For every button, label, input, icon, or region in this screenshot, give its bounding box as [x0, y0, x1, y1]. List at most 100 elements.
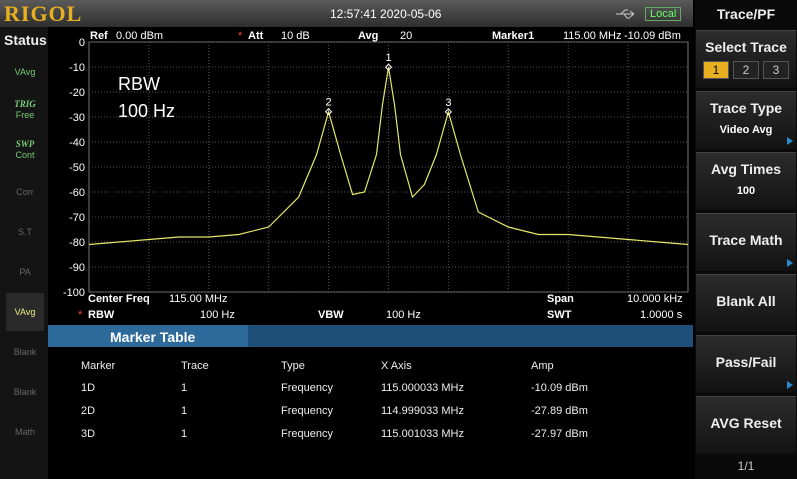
y-tick-label: -100 — [63, 287, 85, 299]
datetime: 12:57:41 2020-05-06 — [330, 7, 442, 21]
status-icon: PA — [6, 253, 44, 291]
menu-button[interactable]: Avg Times 100 — [696, 152, 796, 210]
table-cell: Frequency — [281, 405, 333, 417]
button-label: Select Trace — [705, 39, 787, 55]
table-cell: 2D — [81, 405, 96, 417]
marker-point — [384, 63, 393, 71]
setting-center-label: Center Freq — [88, 293, 150, 305]
status-icon: SWP Cont — [6, 133, 44, 171]
y-tick-label: -60 — [69, 187, 85, 199]
marker-point — [444, 108, 453, 116]
setting-swt: 1.0000 s — [640, 309, 683, 321]
marker-table: Marker Table Marker Trace Type X Axis Amp 1D 1… — [48, 325, 693, 479]
menu-button[interactable]: Blank All — [696, 274, 796, 332]
status-text: Free — [15, 110, 35, 120]
status-icon: TRIG Free — [6, 93, 44, 131]
button-value: Video Avg — [719, 124, 773, 136]
marker-label: 1 — [385, 52, 391, 64]
table-cell: 115.001033 MHz — [381, 428, 464, 440]
setting-att: 10 dB — [281, 30, 310, 42]
plot-frame — [88, 41, 689, 293]
status-text: S.T — [17, 227, 32, 237]
setting-rbw-flag: * — [78, 309, 83, 321]
submenu-arrow — [787, 137, 793, 145]
table-cell: -27.89 dBm — [531, 405, 588, 417]
status-text: Math — [14, 427, 35, 437]
table-cell: 1 — [181, 428, 188, 440]
marker-table-title: Marker Table — [110, 329, 196, 345]
setting-span-label: Span — [547, 293, 574, 305]
status-text: Blank — [13, 387, 37, 397]
marker-label: 3 — [445, 97, 451, 109]
table-cell: Frequency — [281, 428, 333, 440]
setting-vbw-label: VBW — [318, 309, 344, 321]
setting-avg-label: Avg — [358, 30, 379, 42]
setting-att-flag: * — [238, 30, 243, 42]
table-cell: 1 — [181, 382, 188, 394]
top-bar: RIGOL 12:57:41 2020-05-06 Local — [0, 0, 693, 27]
status-text: PA — [19, 267, 31, 277]
status-text: TRIG — [14, 99, 36, 109]
status-panel: Status VAvg TRIG Free SWP Cont Corr S.T PA VAvg B… — [0, 27, 48, 479]
status-icon: Blank — [6, 373, 44, 411]
status-icon: VAvg — [6, 53, 44, 91]
annotation: 100 Hz — [118, 101, 175, 121]
status-text: Corr — [16, 187, 34, 197]
status-text: VAvg — [14, 307, 36, 317]
table-cell: -27.97 dBm — [531, 428, 588, 440]
submenu-arrow — [787, 381, 793, 389]
local-indicator: Local — [645, 7, 682, 21]
setting-ref-label: Ref — [90, 30, 108, 42]
button-label: Blank All — [716, 293, 776, 309]
table-cell: Frequency — [281, 382, 333, 394]
status-icon: Math — [6, 413, 44, 451]
marker-label: 2 — [326, 97, 332, 109]
button-label: Trace Type — [709, 100, 783, 116]
menu-button[interactable]: Pass/Fail — [696, 335, 796, 393]
menu-button[interactable]: Trace Math — [696, 213, 796, 271]
setting-rbw-label: RBW — [88, 309, 115, 321]
button-value: 100 — [736, 185, 756, 197]
y-tick-label: -20 — [69, 87, 85, 99]
status-text: SWP — [15, 139, 35, 149]
setting-att-label: Att — [248, 30, 264, 42]
status-icon: Corr — [6, 173, 44, 211]
y-tick-label: -80 — [69, 237, 85, 249]
trace-option[interactable]: 3 — [763, 61, 789, 79]
logo: RIGOL — [4, 1, 83, 26]
y-tick-label: -90 — [69, 262, 85, 274]
status-text: Cont — [15, 150, 35, 160]
status-icon: Blank — [6, 333, 44, 371]
annotation: RBW — [118, 74, 160, 94]
table-cell: 1D — [81, 382, 96, 394]
status-icon: S.T — [6, 213, 44, 251]
table-cell: -10.09 dBm — [531, 382, 588, 394]
y-tick-label: -70 — [69, 212, 85, 224]
table-cell: 1 — [181, 405, 188, 417]
marker-table-tab — [48, 325, 248, 347]
trace-option[interactable]: 1 — [703, 61, 729, 79]
marker-point — [324, 108, 333, 116]
setting-span: 10.000 kHz — [627, 293, 683, 305]
table-header: Trace — [181, 360, 209, 372]
status-text: VAvg — [14, 67, 36, 77]
setting-rbw: 100 Hz — [200, 309, 235, 321]
setting-swt-label: SWT — [547, 309, 572, 321]
menu-button[interactable]: Trace Type Video Avg — [696, 91, 796, 149]
menu-button[interactable]: AVG Reset — [696, 396, 796, 454]
table-header: X Axis — [381, 360, 412, 372]
setting-marker-freq: 115.00 MHz — [563, 30, 622, 42]
setting-center: 115.00 MHz — [169, 293, 228, 305]
setting-marker-label: Marker1 — [492, 30, 535, 42]
status-title: Status — [4, 32, 47, 48]
table-cell: 114.999033 MHz — [381, 405, 464, 417]
button-label: Pass/Fail — [715, 354, 777, 370]
y-tick-label: -10 — [69, 62, 85, 74]
table-cell: 115.000033 MHz — [381, 382, 464, 394]
table-header: Amp — [531, 360, 554, 372]
trace-option[interactable]: 2 — [733, 61, 759, 79]
